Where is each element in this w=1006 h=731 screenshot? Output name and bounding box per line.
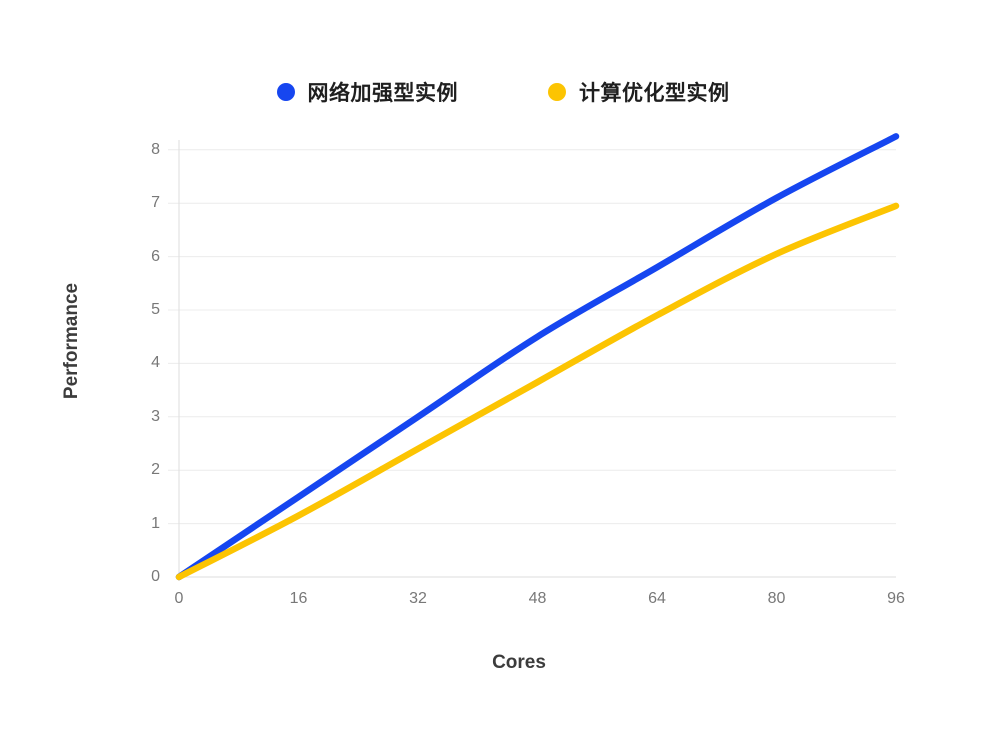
x-tick-label: 32 [409, 590, 427, 607]
x-axis-title: Cores [492, 652, 546, 673]
legend-label-compute-optimized: 计算优化型实例 [579, 82, 730, 105]
y-tick-label: 6 [151, 247, 160, 265]
x-tick-label: 96 [887, 590, 905, 607]
y-tick-label: 5 [151, 301, 160, 318]
legend-dot-network-enhanced-icon [276, 83, 295, 101]
y-tick-label: 2 [151, 461, 160, 479]
y-tick-label: 7 [151, 194, 160, 212]
legend-item-network-enhanced[interactable]: 网络加强型实例 [276, 77, 459, 107]
gridlines [168, 140, 896, 578]
x-tick-label: 64 [648, 590, 666, 607]
x-tick-label: 16 [289, 590, 308, 607]
y-tick-label: 1 [151, 514, 160, 532]
legend: 网络加强型实例 计算优化型实例 [0, 76, 1006, 108]
legend-label-network-enhanced: 网络加强型实例 [307, 82, 458, 105]
legend-dot-compute-optimized-icon [548, 83, 566, 101]
x-tick-label: 80 [767, 590, 786, 607]
series-line-compute-optimized [175, 202, 900, 581]
x-tick-label: 0 [174, 590, 184, 607]
legend-item-compute-optimized[interactable]: 计算优化型实例 [548, 77, 730, 107]
series-line-network-enhanced [175, 133, 900, 581]
x-tick-label: 48 [528, 590, 547, 607]
y-tick-label: 4 [151, 354, 160, 372]
y-tick-label: 8 [151, 140, 160, 158]
y-tick-label: 3 [151, 407, 160, 425]
y-tick-label: 0 [151, 568, 160, 585]
